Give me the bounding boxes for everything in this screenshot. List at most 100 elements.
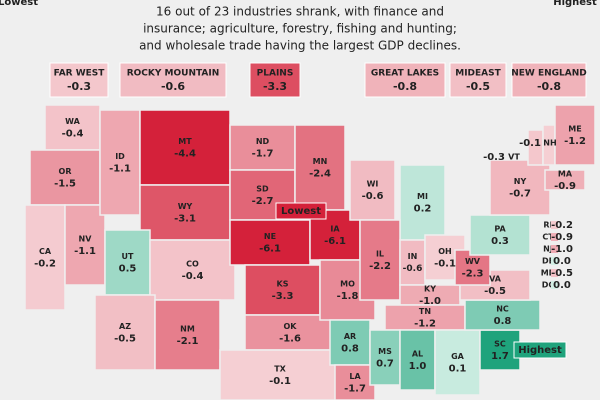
region-name: PLAINS bbox=[257, 69, 294, 79]
state-value: -0.2 bbox=[34, 259, 56, 270]
state-value: -0.9 bbox=[554, 181, 576, 192]
state-value: -1.7 bbox=[344, 384, 366, 395]
state-abbr: MN bbox=[313, 157, 328, 166]
state-abbr: CO bbox=[186, 260, 199, 269]
legend-low: Lowest bbox=[0, 0, 38, 8]
region-name: MIDEAST bbox=[455, 69, 501, 79]
state-value: -0.3 bbox=[483, 152, 505, 163]
state-abbr: IN bbox=[408, 252, 418, 261]
state-abbr: NM bbox=[180, 325, 195, 334]
state-value: -2.3 bbox=[462, 269, 484, 280]
state-abbr: NJ bbox=[543, 245, 553, 254]
state-value: -0.1 bbox=[269, 376, 291, 387]
state bbox=[359, 219, 401, 301]
state-value: -1.1 bbox=[109, 164, 131, 175]
state-abbr: NE bbox=[264, 232, 276, 241]
region-box bbox=[449, 62, 507, 98]
header-line: and wholesale trade having the largest G… bbox=[139, 39, 461, 53]
state bbox=[244, 264, 321, 316]
state bbox=[551, 233, 558, 241]
state-abbr: OR bbox=[59, 167, 72, 176]
region-name: FAR WEST bbox=[54, 69, 106, 79]
state-abbr: VA bbox=[489, 275, 502, 284]
state bbox=[434, 329, 481, 396]
state-value: 0.2 bbox=[414, 204, 432, 215]
state bbox=[399, 329, 436, 391]
state bbox=[384, 304, 466, 331]
region-box bbox=[49, 62, 109, 98]
state-abbr: LA bbox=[349, 372, 361, 381]
region-value: -0.8 bbox=[537, 80, 561, 93]
state-value: 1.7 bbox=[491, 351, 509, 362]
region-name: ROCKY MOUNTAIN bbox=[127, 69, 220, 79]
state bbox=[24, 204, 66, 311]
state-value: 0.7 bbox=[376, 359, 394, 370]
state-abbr: DE bbox=[542, 257, 554, 266]
state-abbr: SC bbox=[494, 340, 506, 349]
state-value: -6.1 bbox=[259, 244, 281, 255]
state-value: 0.8 bbox=[341, 344, 359, 355]
callout-label: Highest bbox=[518, 345, 562, 356]
header-line: 16 out of 23 industries shrank, with fin… bbox=[156, 5, 444, 19]
state-value: -2.2 bbox=[369, 261, 391, 272]
state-abbr: MI bbox=[417, 192, 428, 201]
state bbox=[29, 149, 101, 206]
state-value: -1.0 bbox=[551, 244, 573, 255]
state-value: -1.1 bbox=[74, 246, 96, 257]
state-value: -2.4 bbox=[309, 169, 331, 180]
state-abbr: NC bbox=[496, 305, 509, 314]
state bbox=[64, 204, 106, 286]
state-abbr: CA bbox=[39, 247, 52, 256]
state-abbr: AR bbox=[344, 332, 356, 341]
state-value: -1.2 bbox=[564, 136, 586, 147]
state-abbr: IL bbox=[376, 250, 384, 259]
state-value: -0.5 bbox=[551, 268, 573, 279]
state bbox=[489, 159, 551, 216]
state-value: -3.3 bbox=[272, 291, 294, 302]
state bbox=[149, 239, 236, 301]
state-value: -2.1 bbox=[177, 336, 199, 347]
region-name: GREAT LAKES bbox=[371, 69, 439, 79]
state-abbr: MO bbox=[340, 280, 355, 289]
state-value: -0.5 bbox=[114, 334, 136, 345]
state-abbr: ID bbox=[115, 152, 125, 161]
state bbox=[551, 221, 558, 229]
region-value: -3.3 bbox=[263, 80, 287, 93]
state bbox=[469, 214, 531, 256]
state bbox=[229, 124, 296, 171]
state-value: 0.3 bbox=[491, 236, 509, 247]
state-value: -0.6 bbox=[362, 191, 384, 202]
legend-high: Highest bbox=[553, 0, 597, 8]
region-box bbox=[119, 62, 227, 98]
state-abbr: PA bbox=[494, 225, 506, 234]
state-abbr: AZ bbox=[119, 322, 131, 331]
state bbox=[399, 239, 426, 286]
state bbox=[99, 109, 141, 216]
state-value: -1.2 bbox=[414, 319, 436, 330]
state-abbr: AL bbox=[412, 350, 423, 359]
state-abbr: CT bbox=[542, 233, 554, 242]
state bbox=[551, 245, 558, 253]
states bbox=[24, 104, 596, 400]
state-value: -0.1 bbox=[519, 138, 541, 149]
state-abbr: VT bbox=[508, 153, 520, 162]
region-box bbox=[364, 62, 446, 98]
state-abbr: MT bbox=[178, 137, 192, 146]
overlays: WA -0.4 OR -1.5 CA -0.2 NV -1.1 ID -1.1 MT -4.4 WY -3… bbox=[34, 62, 587, 395]
state bbox=[294, 124, 346, 211]
state-abbr: KY bbox=[424, 285, 436, 294]
region-value: -0.6 bbox=[161, 80, 185, 93]
state bbox=[369, 329, 401, 386]
state-abbr: WY bbox=[178, 202, 193, 211]
state-abbr: WI bbox=[367, 180, 379, 189]
state-value: -1.8 bbox=[337, 291, 359, 302]
state bbox=[329, 319, 371, 366]
state bbox=[139, 109, 231, 186]
state-value: -0.6 bbox=[403, 264, 423, 274]
state bbox=[94, 294, 156, 371]
state-abbr: TN bbox=[419, 307, 431, 316]
state-value: 0.0 bbox=[553, 256, 571, 267]
state bbox=[244, 314, 336, 351]
state-abbr: GA bbox=[451, 352, 465, 361]
